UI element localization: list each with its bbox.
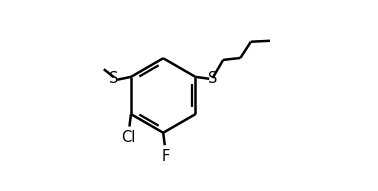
Text: Cl: Cl [121,130,135,145]
Text: F: F [161,149,170,164]
Text: S: S [109,71,118,87]
Text: S: S [208,70,217,86]
